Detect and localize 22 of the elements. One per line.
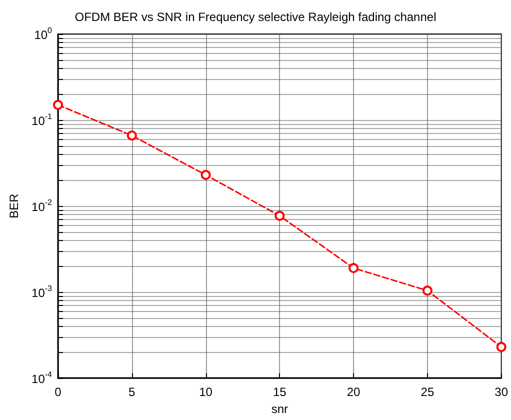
y-tick-label: 10$^{-1}$ (32, 112, 52, 128)
y-axis-title: BER (7, 193, 21, 218)
point (274, 210, 285, 221)
x-tick-label: 15 (272, 385, 287, 400)
y-tick-label: 10$^{-4}$ (32, 370, 52, 386)
point (496, 342, 506, 352)
point (348, 263, 359, 274)
point (200, 170, 211, 180)
x-tick-label: 25 (420, 385, 434, 400)
x-tick-label: 0 (54, 385, 62, 400)
y-tick-label: 10$^{0}$ (34, 26, 52, 42)
x-tick-label: 10 (199, 385, 213, 400)
x-axis-title: snr (271, 402, 288, 416)
chart-title: OFDM BER vs SNR in Frequency selective Rayleigh fading channel (74, 10, 436, 24)
y-tick-label: 10$^{-3}$ (32, 284, 52, 300)
x-tick-label: 30 (494, 385, 508, 400)
y-tick-label: 10$^{-2}$ (32, 198, 52, 214)
point (53, 100, 63, 110)
point (126, 130, 137, 141)
point (422, 286, 432, 296)
x-tick-label: 20 (346, 385, 361, 400)
x-tick-label: 5 (128, 385, 136, 400)
